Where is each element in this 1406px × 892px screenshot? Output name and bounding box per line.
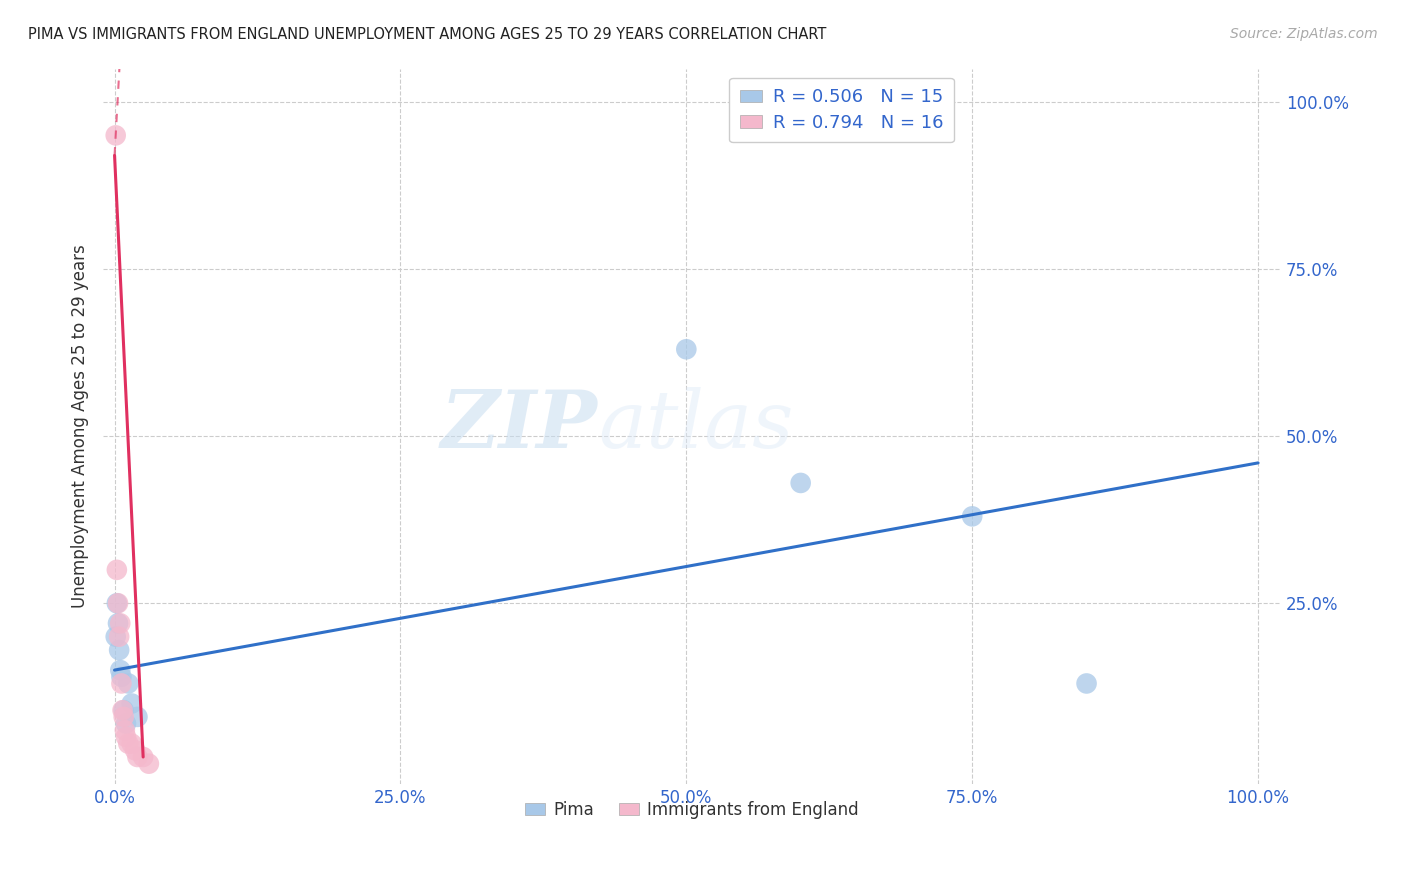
Point: [138, 756, 160, 771]
Point: [117, 676, 139, 690]
Text: PIMA VS IMMIGRANTS FROM ENGLAND UNEMPLOYMENT AMONG AGES 25 TO 29 YEARS CORRELATI: PIMA VS IMMIGRANTS FROM ENGLAND UNEMPLOY…: [28, 27, 827, 42]
Point: [112, 703, 135, 717]
Text: ZIP: ZIP: [441, 387, 598, 465]
Point: [110, 616, 132, 631]
Point: [124, 743, 146, 757]
Point: [121, 737, 143, 751]
Text: Source: ZipAtlas.com: Source: ZipAtlas.com: [1230, 27, 1378, 41]
Y-axis label: Unemployment Among Ages 25 to 29 years: Unemployment Among Ages 25 to 29 years: [72, 244, 89, 608]
Text: atlas: atlas: [598, 387, 793, 465]
Point: [127, 750, 149, 764]
Point: [675, 343, 697, 357]
Point: [110, 670, 132, 684]
Point: [115, 716, 138, 731]
Point: [1076, 676, 1098, 690]
Point: [107, 616, 129, 631]
Point: [132, 750, 155, 764]
Point: [104, 128, 127, 143]
Point: [108, 643, 131, 657]
Point: [105, 563, 128, 577]
Point: [127, 710, 149, 724]
Point: [112, 710, 135, 724]
Legend: Pima, Immigrants from England: Pima, Immigrants from England: [519, 794, 866, 825]
Point: [107, 596, 129, 610]
Point: [114, 723, 136, 738]
Point: [104, 630, 127, 644]
Point: [105, 596, 128, 610]
Point: [789, 475, 811, 490]
Point: [115, 730, 138, 744]
Point: [117, 737, 139, 751]
Point: [110, 676, 132, 690]
Point: [121, 697, 143, 711]
Point: [108, 630, 131, 644]
Point: [111, 703, 134, 717]
Point: [960, 509, 983, 524]
Point: [110, 663, 132, 677]
